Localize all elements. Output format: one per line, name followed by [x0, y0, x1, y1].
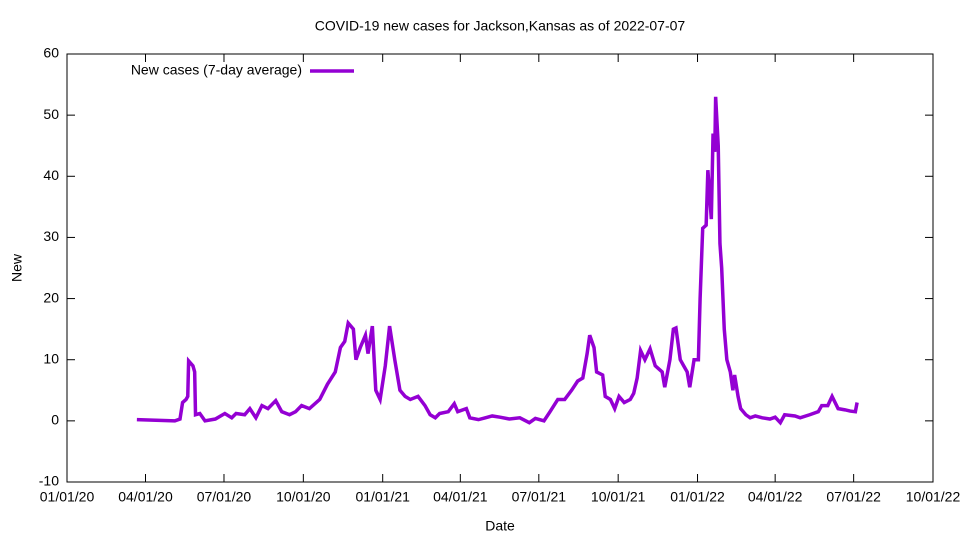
legend-label: New cases (7-day average)	[131, 62, 302, 78]
x-tick-label: 01/01/21	[355, 489, 410, 505]
x-tick-label: 10/01/20	[276, 489, 331, 505]
y-tick-label: 50	[43, 106, 59, 122]
y-tick-label: 60	[43, 45, 59, 61]
x-tick-label: 07/01/22	[826, 489, 881, 505]
y-tick-label: 20	[43, 289, 59, 305]
x-tick-label: 01/01/20	[40, 489, 95, 505]
plot-frame	[66, 53, 934, 483]
y-axis-label: New	[9, 253, 25, 282]
x-tick-label: 04/01/22	[748, 489, 803, 505]
chart-title: COVID-19 new cases for Jackson,Kansas as…	[315, 18, 686, 34]
x-tick-label: 04/01/20	[118, 489, 173, 505]
x-tick-label: 01/01/22	[670, 489, 725, 505]
x-tick-label: 07/01/20	[197, 489, 252, 505]
y-tick-label: 40	[43, 167, 59, 183]
x-tick-label: 10/01/21	[591, 489, 646, 505]
y-tick-label: -10	[39, 473, 59, 489]
x-tick-label: 10/01/22	[906, 489, 960, 505]
y-tick-label: 30	[43, 228, 59, 244]
y-tick-label: 0	[51, 412, 59, 428]
data-line	[136, 96, 859, 426]
x-axis-label: Date	[485, 518, 515, 534]
y-tick-label: 10	[43, 350, 59, 366]
x-tick-label: 07/01/21	[512, 489, 567, 505]
x-tick-label: 04/01/21	[433, 489, 488, 505]
